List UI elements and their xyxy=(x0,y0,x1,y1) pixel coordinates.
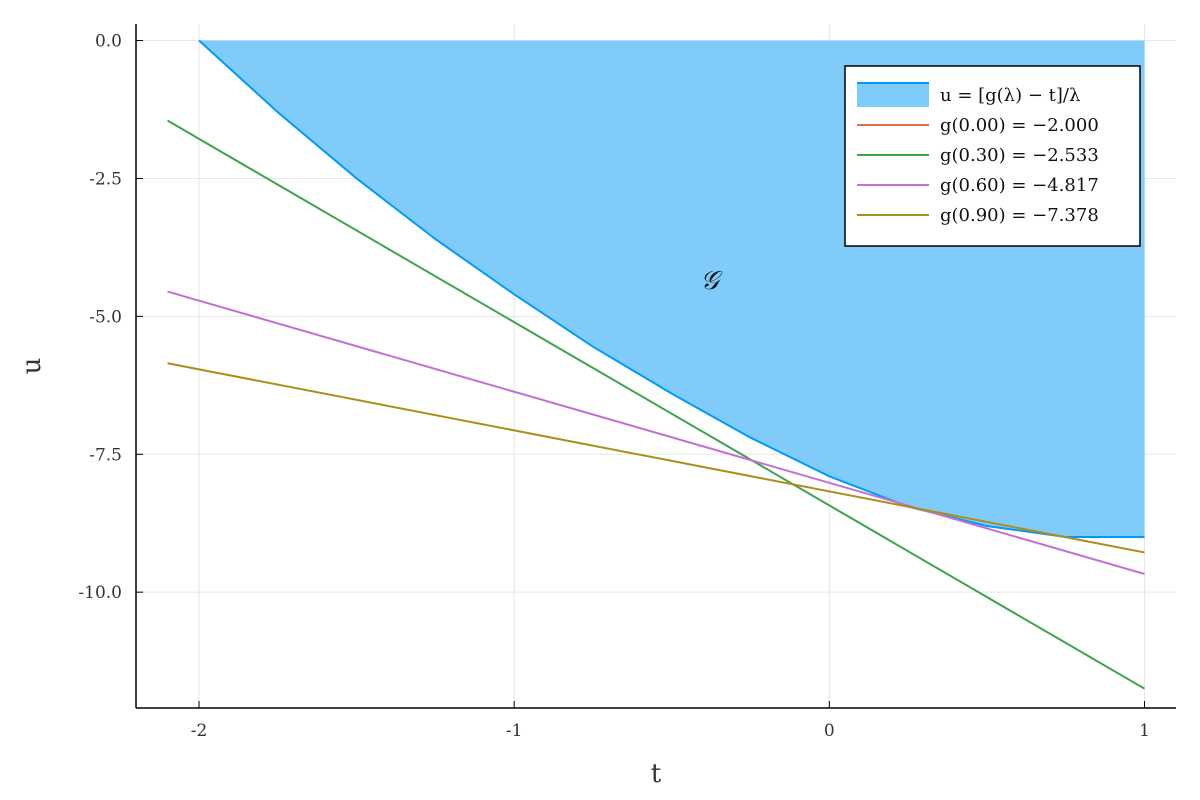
legend-swatch-region xyxy=(857,83,929,107)
x-tick-label: 1 xyxy=(1139,721,1150,741)
annotations: 𝒢 xyxy=(700,266,723,296)
y-tick-label: -10.0 xyxy=(78,583,122,603)
x-tick-label: -1 xyxy=(506,721,523,741)
y-tick-label: -2.5 xyxy=(89,169,122,189)
series-line-4 xyxy=(167,362,1145,554)
y-tick-label: 0.0 xyxy=(95,32,122,52)
legend-label-region: u = [g(λ) − t]/λ xyxy=(940,85,1080,106)
region-annotation: 𝒢 xyxy=(700,266,723,296)
y-tick-label: -5.0 xyxy=(89,307,122,327)
legend-label-4: g(0.90) = −7.378 xyxy=(940,205,1099,226)
series-layer xyxy=(167,119,1145,690)
x-axis-title: t xyxy=(651,759,662,789)
series-line-2 xyxy=(167,119,1145,690)
legend: u = [g(λ) − t]/λ g(0.00) = −2.000 g(0.30) … xyxy=(844,65,1141,247)
ticks: -2 -1 0 1 0.0 -2.5 -5.0 -7.5 -10.0 xyxy=(78,32,1150,741)
legend-label-3: g(0.60) = −4.817 xyxy=(940,175,1099,196)
axes xyxy=(135,24,1176,709)
legend-label-1: g(0.00) = −2.000 xyxy=(940,115,1099,136)
y-tick-label: -7.5 xyxy=(89,445,122,465)
x-tick-label: -2 xyxy=(191,721,208,741)
series-line-3 xyxy=(167,290,1145,575)
legend-label-2: g(0.30) = −2.533 xyxy=(940,145,1099,166)
x-tick-label: 0 xyxy=(824,721,835,741)
region-boundary xyxy=(198,39,1145,538)
y-axis-title: u xyxy=(17,358,47,375)
